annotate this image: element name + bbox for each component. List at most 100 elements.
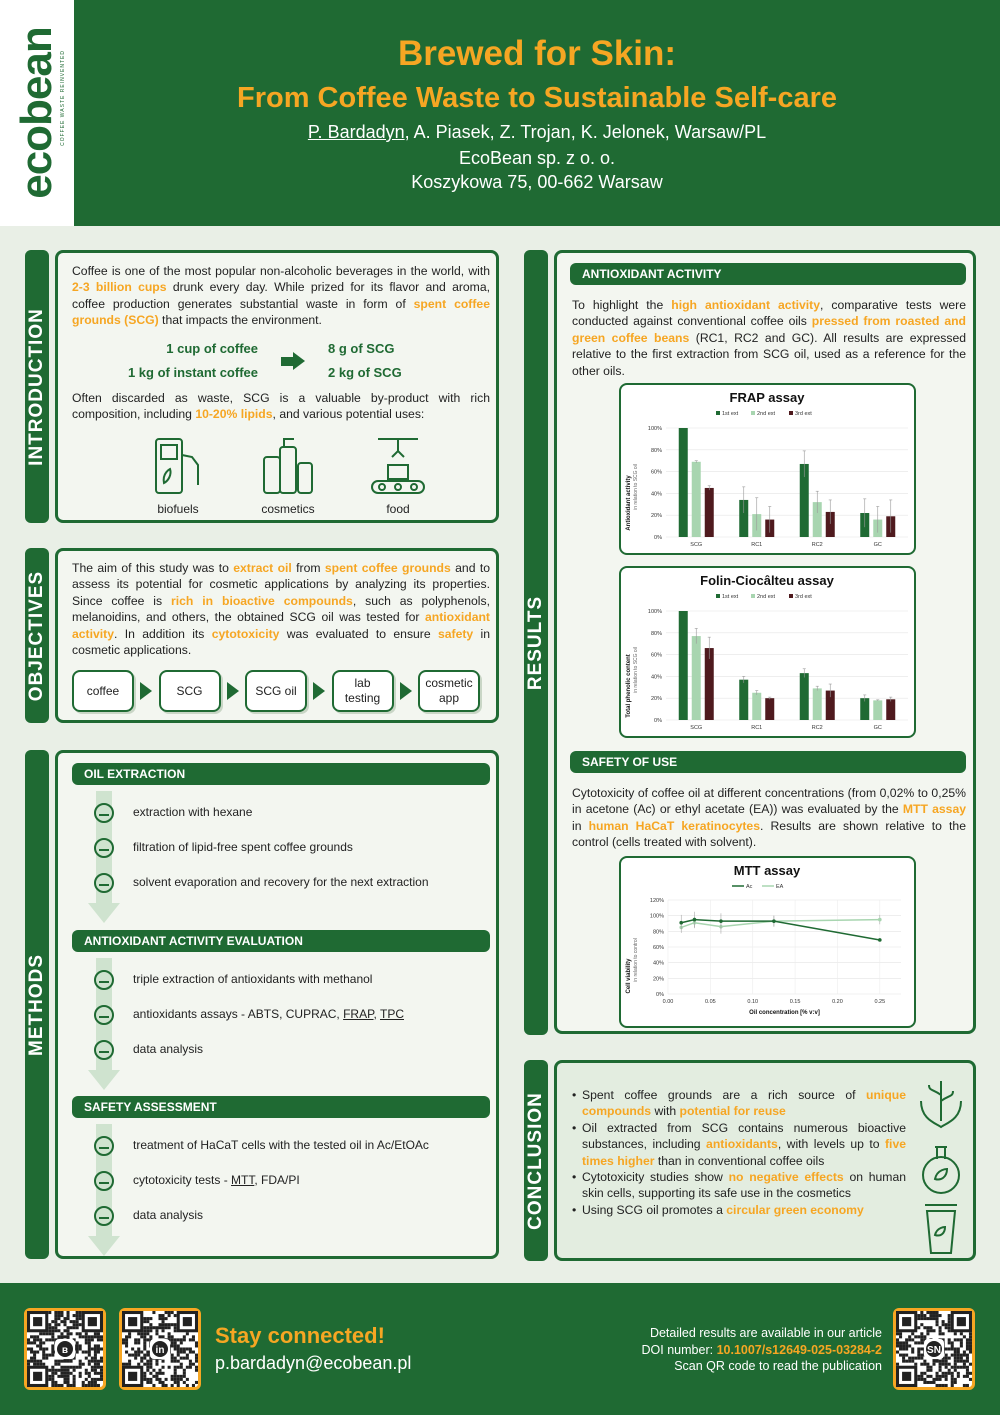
qr-module: [51, 1335, 55, 1339]
text-segment: Cytotoxicity studies show: [582, 1170, 729, 1185]
qr-module: [164, 1326, 168, 1330]
qr-module: [149, 1356, 153, 1360]
qr-module: [188, 1350, 192, 1354]
qr-module: [929, 1326, 933, 1330]
qr-module: [90, 1359, 94, 1363]
qr-module: [149, 1359, 153, 1363]
conversion-to: 2 kg of SCG: [328, 365, 402, 380]
qr-module: [128, 1332, 132, 1336]
qr-module: [63, 1329, 67, 1333]
text-segment: than in conventional coffee oils: [654, 1153, 825, 1168]
conclusion-panel: Spent coffee grounds are a rich source o…: [554, 1060, 976, 1261]
doi-link[interactable]: 10.1007/s12649-025-03284-2: [716, 1342, 882, 1357]
text-segment: Oil extracted from SCG contains numerous…: [582, 1120, 906, 1152]
qr-module: [42, 1341, 46, 1345]
qr-module: [45, 1332, 49, 1336]
qr-module: [968, 1335, 972, 1339]
frap-chart-svg: FRAP assay 1st ext 2nd ext 3rd ext Antioxida…: [626, 390, 908, 548]
qr-code-publication[interactable]: SN: [893, 1308, 975, 1390]
contact-email[interactable]: p.bardadyn@ecobean.pl: [215, 1353, 412, 1373]
test-tubes-icon: [90, 966, 118, 994]
conclusion-bullet: Oil extracted from SCG contains numerous…: [572, 1120, 906, 1169]
qr-module: [941, 1356, 945, 1360]
qr-module: [920, 1377, 924, 1381]
x-tick-label: RC1: [751, 542, 762, 548]
qr-module: [42, 1347, 46, 1351]
qr-module: [140, 1332, 144, 1336]
qr-module: [164, 1377, 168, 1381]
flow-step: SCG: [158, 670, 221, 712]
qr-module: [45, 1356, 49, 1360]
qr-module: [90, 1380, 94, 1384]
qr-module: [917, 1353, 921, 1357]
qr-module: [78, 1347, 82, 1351]
company: EcoBean sp. z o. o.: [458, 148, 616, 168]
qr-module: [173, 1344, 177, 1348]
qr-module: [63, 1317, 67, 1321]
qr-module: [176, 1344, 180, 1348]
qr-module: [896, 1338, 900, 1342]
qr-module: [30, 1347, 34, 1351]
fuel-pump-icon: [155, 438, 199, 494]
qr-module: [87, 1344, 91, 1348]
qr-module: [164, 1323, 168, 1327]
assay-link[interactable]: FRAP: [343, 1007, 374, 1021]
legend-swatch: [789, 411, 793, 415]
qr-module: [959, 1344, 963, 1348]
qr-module: [75, 1365, 79, 1369]
qr-module: [917, 1335, 921, 1339]
data-point: [772, 919, 776, 923]
qr-module: [959, 1338, 963, 1342]
qr-module: [182, 1356, 186, 1360]
qr-module: [45, 1353, 49, 1357]
qr-module: [941, 1332, 945, 1336]
y-tick-label: 120%: [650, 898, 664, 904]
qr-module: [938, 1374, 942, 1378]
qr-module: [926, 1380, 930, 1384]
folin-chart-svg: Folin-Ciocâlteu assay 1st ext 2nd ext 3rd e…: [626, 573, 908, 731]
qr-module: [51, 1368, 55, 1372]
qr-module: [51, 1374, 55, 1378]
qr-module: [152, 1368, 156, 1372]
data-point: [692, 917, 697, 922]
qr-module: [128, 1362, 132, 1366]
assay-link[interactable]: MTT: [231, 1173, 255, 1187]
highlighted-text: spent coffee grounds (SCG): [72, 296, 490, 328]
qr-module: [938, 1314, 942, 1318]
x-tick-label: 0.20: [832, 999, 843, 1005]
qr-module: [944, 1356, 948, 1360]
qr-module: [932, 1329, 936, 1333]
qr-module: [935, 1359, 939, 1363]
step-text: triple extraction of antioxidants with m…: [133, 972, 373, 986]
qr-module: [93, 1356, 97, 1360]
x-tick-label: 0.10: [747, 999, 758, 1005]
qr-module: [962, 1353, 966, 1357]
qr-code-linkedin[interactable]: in: [119, 1308, 201, 1390]
qr-module: [965, 1356, 969, 1360]
chart-title: FRAP assay: [730, 390, 806, 405]
y-axis-label: Antioxidant activity: [626, 475, 632, 531]
qr-module: [968, 1350, 972, 1354]
qr-module: [917, 1374, 921, 1378]
qr-module: [48, 1338, 52, 1342]
qr-module: [158, 1380, 162, 1384]
qr-module: [125, 1350, 129, 1354]
assay-link[interactable]: TPC: [380, 1007, 404, 1021]
qr-module: [899, 1332, 903, 1336]
qr-module: [944, 1359, 948, 1363]
qr-module: [93, 1344, 97, 1348]
qr-module: [128, 1359, 132, 1363]
step-text: data analysis: [133, 1042, 204, 1056]
qr-module: [87, 1380, 91, 1384]
qr-module: [84, 1383, 88, 1387]
qr-module: [173, 1368, 177, 1372]
qr-code-orcid[interactable]: ʙ: [24, 1308, 106, 1390]
qr-module: [66, 1368, 70, 1372]
conversion-from: 1 cup of coffee: [166, 341, 258, 356]
qr-module: [158, 1335, 162, 1339]
qr-module: [27, 1341, 31, 1345]
text-segment: Spent coffee grounds are a rich source o…: [582, 1088, 867, 1102]
qr-module: [96, 1365, 100, 1369]
qr-module: [84, 1338, 88, 1342]
qr-finder: [128, 1317, 138, 1327]
